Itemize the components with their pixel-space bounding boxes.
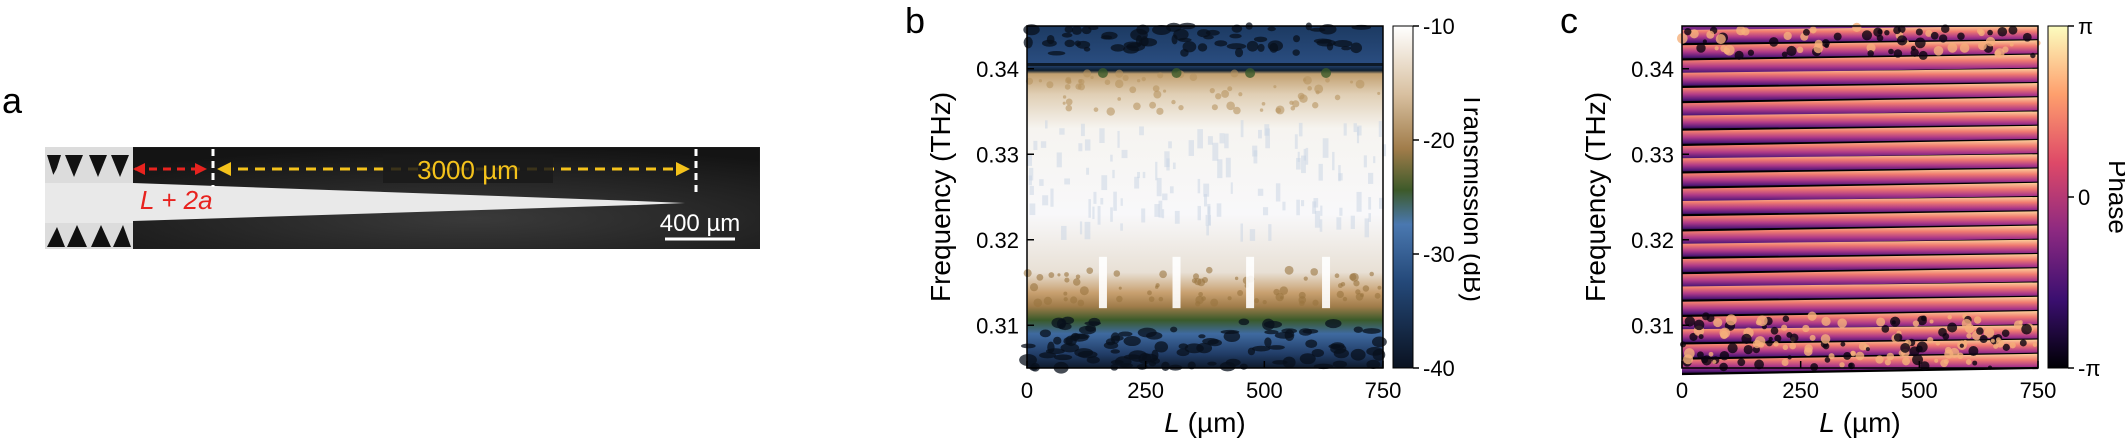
y-axis-label-c: Frequency (THz) — [1580, 92, 1611, 302]
colorbar-tick-label-1-1: -20 — [1423, 128, 1455, 153]
colorbar-tick-label-2-2: -π — [2078, 356, 2101, 381]
colorbar-tick-label-2-1: 0 — [2078, 185, 2090, 210]
colorbar-label-b: Transmission (dB) — [1458, 92, 1480, 302]
x-axis-label-c: L (µm) — [1819, 407, 1900, 438]
colorbar-tick-label-1-3: -40 — [1423, 356, 1455, 381]
panel-letter-b: b — [905, 0, 926, 41]
y-tick-label-0-0: 0.31 — [976, 313, 1019, 338]
y-tick-label-0-1: 0.32 — [976, 228, 1019, 253]
y-tick-label-1-2: 0.33 — [1631, 142, 1674, 167]
colorbar-tick-label-1-0: -10 — [1423, 14, 1455, 39]
colorbar-tick-label-1-2: -30 — [1423, 242, 1455, 267]
phase-heatmap-chart: 0 250 500 750 0.31 0.32 0.33 0.34 Frequency (TH… — [1580, 14, 2125, 438]
x-axis-label-b: L (µm) — [1164, 407, 1245, 438]
y-tick-label-0-3: 0.34 — [976, 57, 1019, 82]
panel-letter-a: a — [2, 80, 23, 121]
plot-frame-b — [1026, 25, 1384, 369]
x-tick-label-1-0: 0 — [1676, 378, 1688, 403]
panel-letter-c: c — [1560, 0, 1578, 41]
heatmap-b-texture — [1019, 22, 1387, 374]
transmission-heatmap-chart: 0 250 500 750 0.31 0.32 0.33 0.34 Frequency (TH… — [925, 14, 1480, 438]
colorbar-c-ticks: π 0 -π — [2068, 14, 2101, 381]
x-tick-label-0-0: 0 — [1021, 378, 1033, 403]
y-tick-label-1-1: 0.32 — [1631, 228, 1674, 253]
x-tick-label-0-2: 500 — [1246, 378, 1283, 403]
x-tick-label-1-2: 500 — [1901, 378, 1938, 403]
axes-b: 0 250 500 750 0.31 0.32 0.33 0.34 — [976, 57, 1401, 403]
colorbar-tick-label-2-0: π — [2078, 14, 2093, 39]
x-tick-label-0-3: 750 — [1365, 378, 1402, 403]
waveguide-micrograph: 3000 µm L + 2a 400 µm — [45, 147, 760, 249]
plot-frame-c — [1681, 25, 2039, 369]
l-label: L + 2a — [140, 185, 213, 215]
colorbar-b — [1392, 25, 1414, 369]
colorbar-label-c: Phase — [2103, 160, 2125, 234]
x-tick-label-1-3: 750 — [2020, 378, 2057, 403]
y-tick-label-1-0: 0.31 — [1631, 313, 1674, 338]
waveguide-channel — [45, 183, 133, 223]
heatmap-c-phase-fringes — [1677, 22, 2041, 376]
scale-bar-label: 400 µm — [660, 210, 741, 237]
colorbar-b-ticks: -10 -20 -30 -40 — [1413, 14, 1455, 381]
waveguide-taper — [133, 183, 685, 221]
x-tick-label-0-1: 250 — [1127, 378, 1164, 403]
x-tick-label-1-1: 250 — [1782, 378, 1819, 403]
axes-c: 0 250 500 750 0.31 0.32 0.33 0.34 — [1631, 57, 2056, 403]
y-axis-label-b: Frequency (THz) — [925, 92, 956, 302]
colorbar-c — [2047, 25, 2069, 369]
length-label: 3000 µm — [417, 155, 519, 185]
y-tick-label-0-2: 0.33 — [976, 142, 1019, 167]
y-tick-label-1-3: 0.34 — [1631, 57, 1674, 82]
